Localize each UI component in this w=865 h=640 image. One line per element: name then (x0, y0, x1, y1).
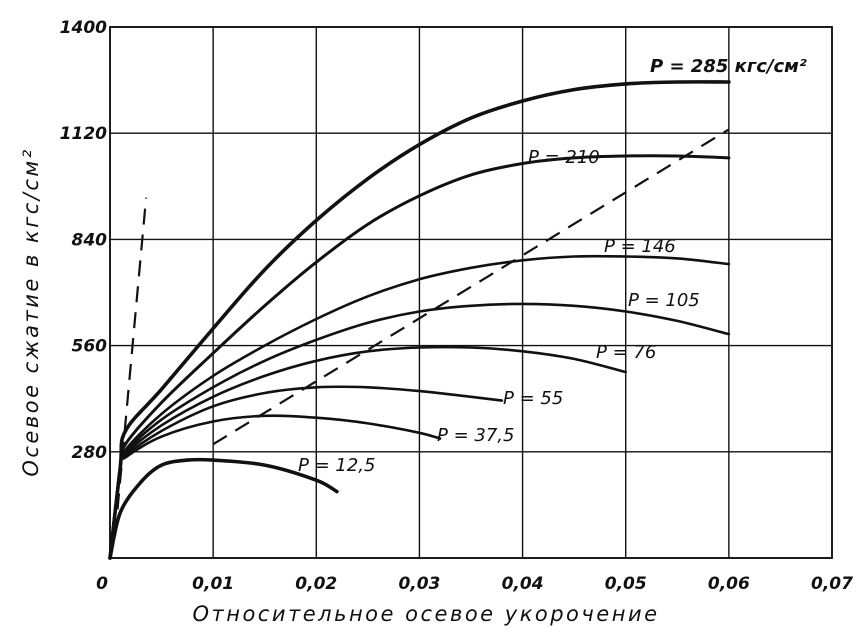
x-tick-label: 0,07 (811, 574, 853, 594)
series-line (108, 457, 339, 560)
y-tick-label: 840 (72, 230, 108, 250)
series-curves (108, 80, 731, 560)
series-label: P = 12,5 (298, 455, 375, 476)
y-tick-label: 1120 (60, 124, 107, 144)
x-tick-label: 0 (96, 574, 108, 594)
x-tick-label: 0,03 (398, 574, 440, 594)
y-tick-label: 280 (72, 443, 108, 463)
series-line (108, 302, 731, 560)
series-line (108, 80, 731, 560)
series-label: P = 105 (628, 290, 700, 311)
dashed-lines (114, 128, 730, 536)
plot-frame (109, 26, 833, 559)
series-label: P = 55 (503, 388, 563, 409)
series-labels: P = 285 кгс/см² P = 210 P = 146 P = 105 P = … (298, 56, 807, 476)
y-axis-title: Осевое сжатие в кгс/см² (19, 147, 43, 476)
x-axis-title: Относительное осевое укорочение (192, 602, 659, 626)
chart-grid (109, 26, 833, 559)
series-line (108, 345, 627, 560)
dashed-line (212, 128, 730, 446)
x-tick-label: 0,05 (605, 574, 647, 594)
series-line (108, 254, 731, 560)
series-line (108, 154, 731, 560)
x-tick-label: 0,02 (295, 574, 337, 594)
x-tick-label: 0,06 (708, 574, 750, 594)
series-label: P = 76 (596, 342, 656, 363)
series-label: P = 210 (528, 147, 600, 168)
series-label: P = 285 кгс/см² (650, 56, 807, 77)
series-label: P = 37,5 (437, 425, 514, 446)
x-tick-label: 0,01 (192, 574, 234, 594)
y-tick-label: 1400 (60, 18, 107, 38)
series-label: P = 146 (604, 236, 676, 257)
tick-labels: 0 0,01 0,02 0,03 0,04 0,05 0,06 0,07 280 560 840 11… (60, 18, 853, 594)
series-line (108, 414, 442, 560)
x-tick-label: 0,04 (502, 574, 544, 594)
y-tick-label: 560 (72, 337, 108, 357)
